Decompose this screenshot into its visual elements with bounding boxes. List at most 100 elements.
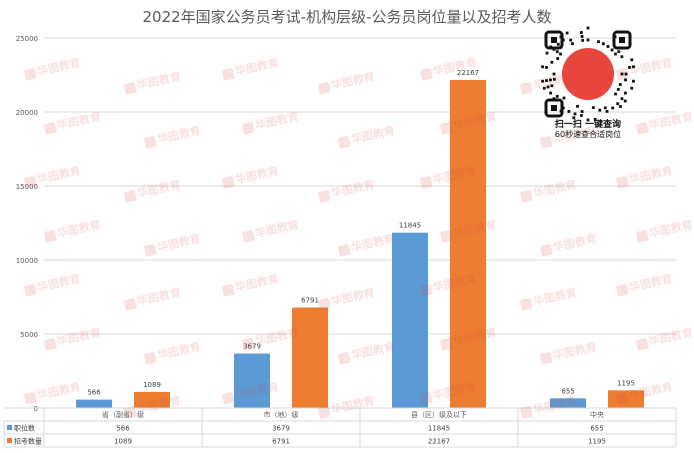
- bar: [134, 391, 170, 408]
- qr-finder-center: [551, 105, 557, 111]
- qr-dot: [616, 88, 620, 91]
- qr-dot: [620, 55, 624, 59]
- qr-dot: [555, 94, 559, 98]
- data-label: 11845: [399, 222, 421, 230]
- table-cell: 11845: [428, 425, 450, 433]
- qr-dot: [623, 99, 627, 103]
- qr-dot: [586, 38, 590, 42]
- y-tick-label: 0: [34, 405, 38, 413]
- x-tick-label: 中央: [590, 410, 604, 419]
- qr-dot: [603, 106, 607, 110]
- legend-swatch: [7, 425, 12, 430]
- qr-dot: [618, 83, 622, 86]
- qr-dot: [632, 65, 635, 69]
- table-cell: 6791: [272, 438, 290, 446]
- table-cell: 1195: [588, 438, 606, 446]
- qr-finder: [544, 30, 564, 50]
- data-labels: 566 1089 3679 6791 11845 22167 655 1195: [87, 69, 635, 397]
- qr-dot: [593, 118, 597, 121]
- bar: [450, 79, 486, 408]
- qr-dot: [549, 78, 552, 82]
- data-label: 3679: [243, 343, 261, 351]
- qr-code-icon: [541, 26, 635, 122]
- qr-dot: [571, 42, 574, 46]
- qr-headline: 扫一扫 一键查询: [554, 120, 622, 130]
- qr-dot: [610, 48, 614, 52]
- data-label: 22167: [457, 69, 479, 77]
- qr-dot: [553, 77, 556, 81]
- data-table: 省（副省）级 566 1089 市（地）级 3679 6791 县（区）级及以下 11845 2…: [3, 407, 677, 448]
- x-tick-label: 县（区）级及以下: [411, 410, 467, 419]
- legend-swatch: [7, 438, 12, 443]
- qr-finder: [612, 30, 632, 50]
- qr-dot: [546, 85, 550, 89]
- bar: [292, 307, 328, 408]
- qr-dot: [556, 42, 560, 46]
- qr-dot: [572, 116, 576, 120]
- table-cell: 1089: [114, 438, 132, 446]
- table-cell: 22167: [428, 438, 450, 446]
- data-label: 6791: [301, 296, 319, 304]
- data-label: 1195: [617, 379, 635, 387]
- qr-logo-icon: [562, 48, 614, 100]
- qr-dot: [542, 86, 546, 90]
- qr-dot: [573, 112, 577, 116]
- qr-dot: [619, 105, 622, 108]
- qr-dot: [580, 35, 584, 38]
- qr-dot: [552, 72, 556, 76]
- qr-dot: [549, 91, 552, 95]
- qr-dot: [562, 96, 566, 100]
- qr-dot: [630, 58, 634, 62]
- qr-dot: [580, 114, 583, 117]
- qr-dot: [620, 72, 624, 76]
- qr-subline: 60秒速查合适岗位: [554, 130, 622, 139]
- qr-dot: [606, 45, 610, 48]
- qr-dot: [567, 110, 571, 113]
- table-cell: 655: [590, 425, 603, 433]
- qr-dot: [586, 26, 590, 30]
- qr-finder: [544, 98, 564, 118]
- qr-dot: [545, 66, 548, 69]
- y-axis: 0 5000 10000 15000 20000 25000: [16, 35, 38, 413]
- qr-dot: [632, 79, 635, 83]
- legend-label: 招考数量: [14, 437, 42, 446]
- bar: [234, 353, 270, 408]
- qr-dot: [617, 50, 621, 54]
- qr-dot: [624, 78, 627, 82]
- y-tick-label: 5000: [20, 331, 38, 339]
- y-tick-label: 20000: [16, 109, 38, 117]
- data-label: 566: [87, 389, 101, 397]
- qr-dot: [591, 106, 595, 109]
- table-cell: 3679: [272, 425, 290, 433]
- qr-dot: [580, 110, 584, 113]
- qr-dot: [624, 72, 628, 76]
- bar: [76, 399, 112, 408]
- qr-dot: [550, 84, 554, 88]
- data-label: 1089: [143, 381, 161, 389]
- qr-dot: [620, 97, 624, 101]
- qr-dot: [581, 39, 585, 42]
- qr-dot: [545, 51, 549, 55]
- qr-dot: [616, 102, 620, 106]
- bar: [608, 390, 644, 408]
- qr-dot: [545, 79, 548, 82]
- qr-dot: [541, 65, 544, 69]
- qr-dot: [614, 52, 617, 56]
- data-label: 655: [561, 387, 574, 395]
- qr-dot: [586, 118, 590, 122]
- y-tick-label: 15000: [16, 183, 38, 191]
- qr-dot: [630, 86, 634, 90]
- qr-dot: [611, 106, 615, 110]
- x-tick-label: 省（副省）级: [102, 410, 144, 419]
- qr-dot: [555, 50, 559, 54]
- bars: [76, 79, 644, 408]
- bar: [550, 398, 586, 408]
- y-tick-label: 25000: [16, 35, 38, 43]
- legend-label: 职位数: [14, 424, 35, 433]
- qr-dot: [576, 104, 579, 108]
- qr-dot: [602, 42, 605, 46]
- qr-dot: [614, 92, 617, 96]
- qr-dot: [605, 110, 609, 113]
- qr-dot: [628, 66, 631, 69]
